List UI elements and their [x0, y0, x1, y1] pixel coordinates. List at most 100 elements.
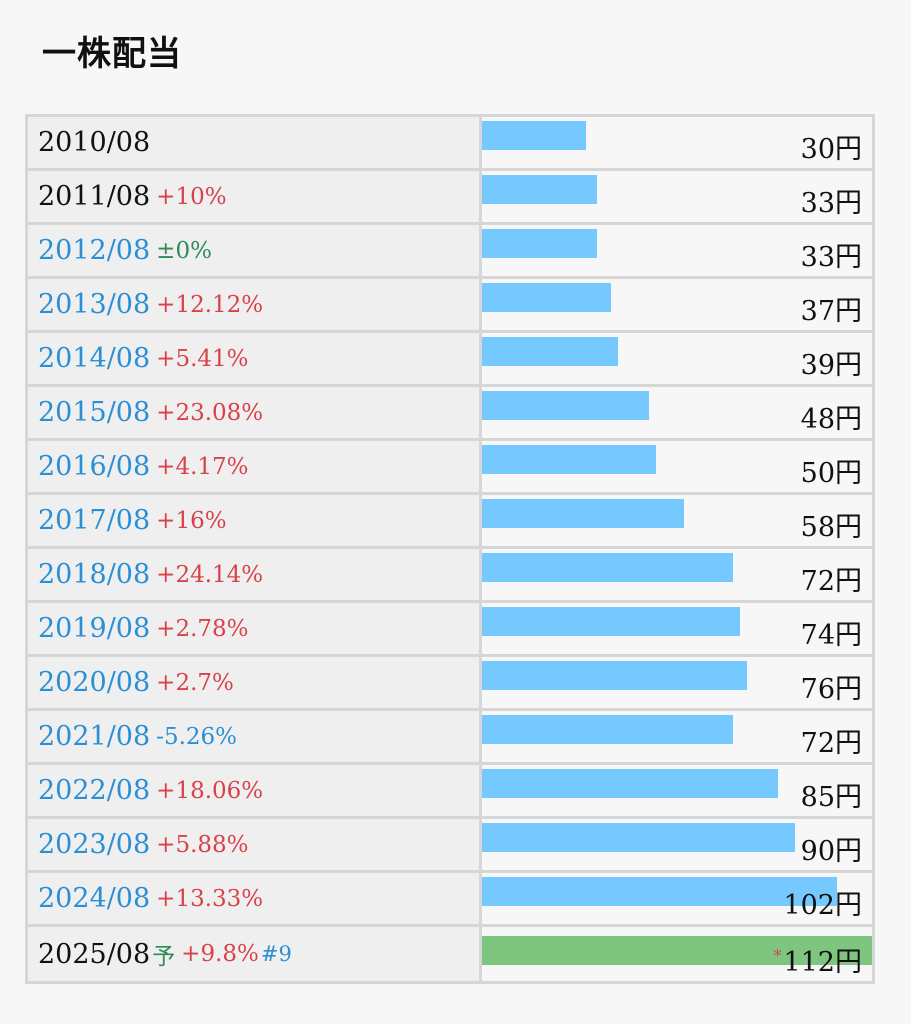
period-cell: 2011/08 +10% — [28, 171, 479, 222]
value-text: 72円 — [800, 728, 862, 759]
period-link[interactable]: 2019/08 — [38, 613, 151, 644]
value-cell: 76円 — [482, 657, 872, 708]
dividend-bar — [482, 337, 618, 366]
table-row: 2018/08 +24.14% 72円 — [28, 549, 872, 600]
table-row: 2024/08 +13.33% 102円 — [28, 873, 872, 924]
value-cell: 48円 — [482, 387, 872, 438]
change-rate: +9.8% — [181, 941, 259, 967]
value-text: 48円 — [800, 404, 862, 435]
dividend-bar — [482, 661, 747, 690]
period-cell: 2022/08 +18.06% — [28, 765, 479, 816]
period-cell: 2010/08 — [28, 117, 479, 168]
value-label: *112円 — [773, 940, 862, 979]
period-cell: 2012/08 ±0% — [28, 225, 479, 276]
forecast-mark: 予 — [152, 944, 176, 970]
dividend-bar — [482, 499, 684, 528]
change-rate: ±0% — [156, 237, 212, 264]
table-row: 2011/08 +10% 33円 — [28, 171, 872, 222]
dividend-bar — [482, 823, 795, 852]
value-cell: 30円 — [482, 117, 872, 168]
period-link[interactable]: 2021/08 — [38, 721, 151, 752]
dividend-table: 2010/08 30円 2011/08 +10% 33円 2012/08 ±0% 33円 201… — [25, 114, 875, 984]
change-rate: +24.14% — [156, 561, 264, 588]
value-text: 50円 — [800, 458, 862, 489]
value-text: 85円 — [800, 782, 862, 813]
dividend-bar — [482, 283, 611, 312]
table-row: 2014/08 +5.41% 39円 — [28, 333, 872, 384]
value-cell: 72円 — [482, 711, 872, 762]
period-link[interactable]: 2020/08 — [38, 667, 151, 698]
period-link[interactable]: 2014/08 — [38, 343, 151, 374]
value-text: 30円 — [800, 134, 862, 165]
value-label: 58円 — [801, 505, 862, 544]
value-text: 102円 — [783, 890, 862, 921]
change-rate: +2.78% — [156, 615, 249, 642]
table-row: 2022/08 +18.06% 85円 — [28, 765, 872, 816]
period-cell: 2015/08 +23.08% — [28, 387, 479, 438]
period-link[interactable]: 2024/08 — [38, 883, 151, 914]
period-link[interactable]: 2023/08 — [38, 829, 151, 860]
dividend-bar — [482, 769, 778, 798]
dividend-bar — [482, 877, 837, 906]
period-cell: 2019/08 +2.78% — [28, 603, 479, 654]
value-cell: 50円 — [482, 441, 872, 492]
footnote-link[interactable]: #9 — [260, 942, 292, 966]
change-rate: -5.26% — [156, 723, 238, 750]
period-link[interactable]: 2013/08 — [38, 289, 151, 320]
period-label: 2010/08 — [38, 127, 151, 158]
change-rate: +16% — [156, 507, 227, 534]
change-rate: +23.08% — [156, 399, 264, 426]
period-cell: 2020/08 +2.7% — [28, 657, 479, 708]
value-text: 90円 — [800, 836, 862, 867]
period-cell: 2023/08 +5.88% — [28, 819, 479, 870]
value-cell: 39円 — [482, 333, 872, 384]
period-cell: 2025/08 予 +9.8% #9 — [28, 927, 479, 981]
value-cell: 102円 — [482, 873, 872, 924]
table-row: 2019/08 +2.78% 74円 — [28, 603, 872, 654]
period-link[interactable]: 2015/08 — [38, 397, 151, 428]
period-cell: 2018/08 +24.14% — [28, 549, 479, 600]
value-text: 33円 — [800, 188, 862, 219]
table-row: 2021/08 -5.26% 72円 — [28, 711, 872, 762]
page-title: 一株配当 — [42, 34, 182, 74]
value-label: 48円 — [801, 397, 862, 436]
change-rate: +18.06% — [156, 777, 264, 804]
value-cell: 58円 — [482, 495, 872, 546]
period-link[interactable]: 2012/08 — [38, 235, 151, 266]
dividend-bar — [482, 229, 597, 258]
value-text: 72円 — [800, 566, 862, 597]
dividend-bar — [482, 121, 586, 150]
change-rate: +5.88% — [156, 831, 249, 858]
period-label: 2025/08 — [38, 938, 151, 970]
table-row: 2020/08 +2.7% 76円 — [28, 657, 872, 708]
value-text: 39円 — [800, 350, 862, 381]
value-text: 37円 — [800, 296, 862, 327]
table-row: 2025/08 予 +9.8% #9 *112円 — [28, 927, 872, 981]
period-cell: 2021/08 -5.26% — [28, 711, 479, 762]
period-cell: 2013/08 +12.12% — [28, 279, 479, 330]
value-label: 72円 — [801, 559, 862, 598]
change-rate: +10% — [156, 183, 227, 210]
value-cell: 85円 — [482, 765, 872, 816]
table-row: 2010/08 30円 — [28, 117, 872, 168]
value-cell: 72円 — [482, 549, 872, 600]
period-link[interactable]: 2016/08 — [38, 451, 151, 482]
table-row: 2017/08 +16% 58円 — [28, 495, 872, 546]
value-text: 76円 — [800, 674, 862, 705]
period-link[interactable]: 2017/08 — [38, 505, 151, 536]
value-text: 58円 — [800, 512, 862, 543]
value-cell: 74円 — [482, 603, 872, 654]
value-label: 76円 — [801, 667, 862, 706]
value-text: 74円 — [800, 620, 862, 651]
period-link[interactable]: 2018/08 — [38, 559, 151, 590]
value-label: 90円 — [801, 829, 862, 868]
period-cell: 2017/08 +16% — [28, 495, 479, 546]
change-rate: +5.41% — [156, 345, 249, 372]
value-label: 33円 — [801, 235, 862, 274]
value-cell: 37円 — [482, 279, 872, 330]
value-cell: 33円 — [482, 171, 872, 222]
change-rate: +12.12% — [156, 291, 264, 318]
value-label: 30円 — [801, 127, 862, 166]
period-link[interactable]: 2022/08 — [38, 775, 151, 806]
